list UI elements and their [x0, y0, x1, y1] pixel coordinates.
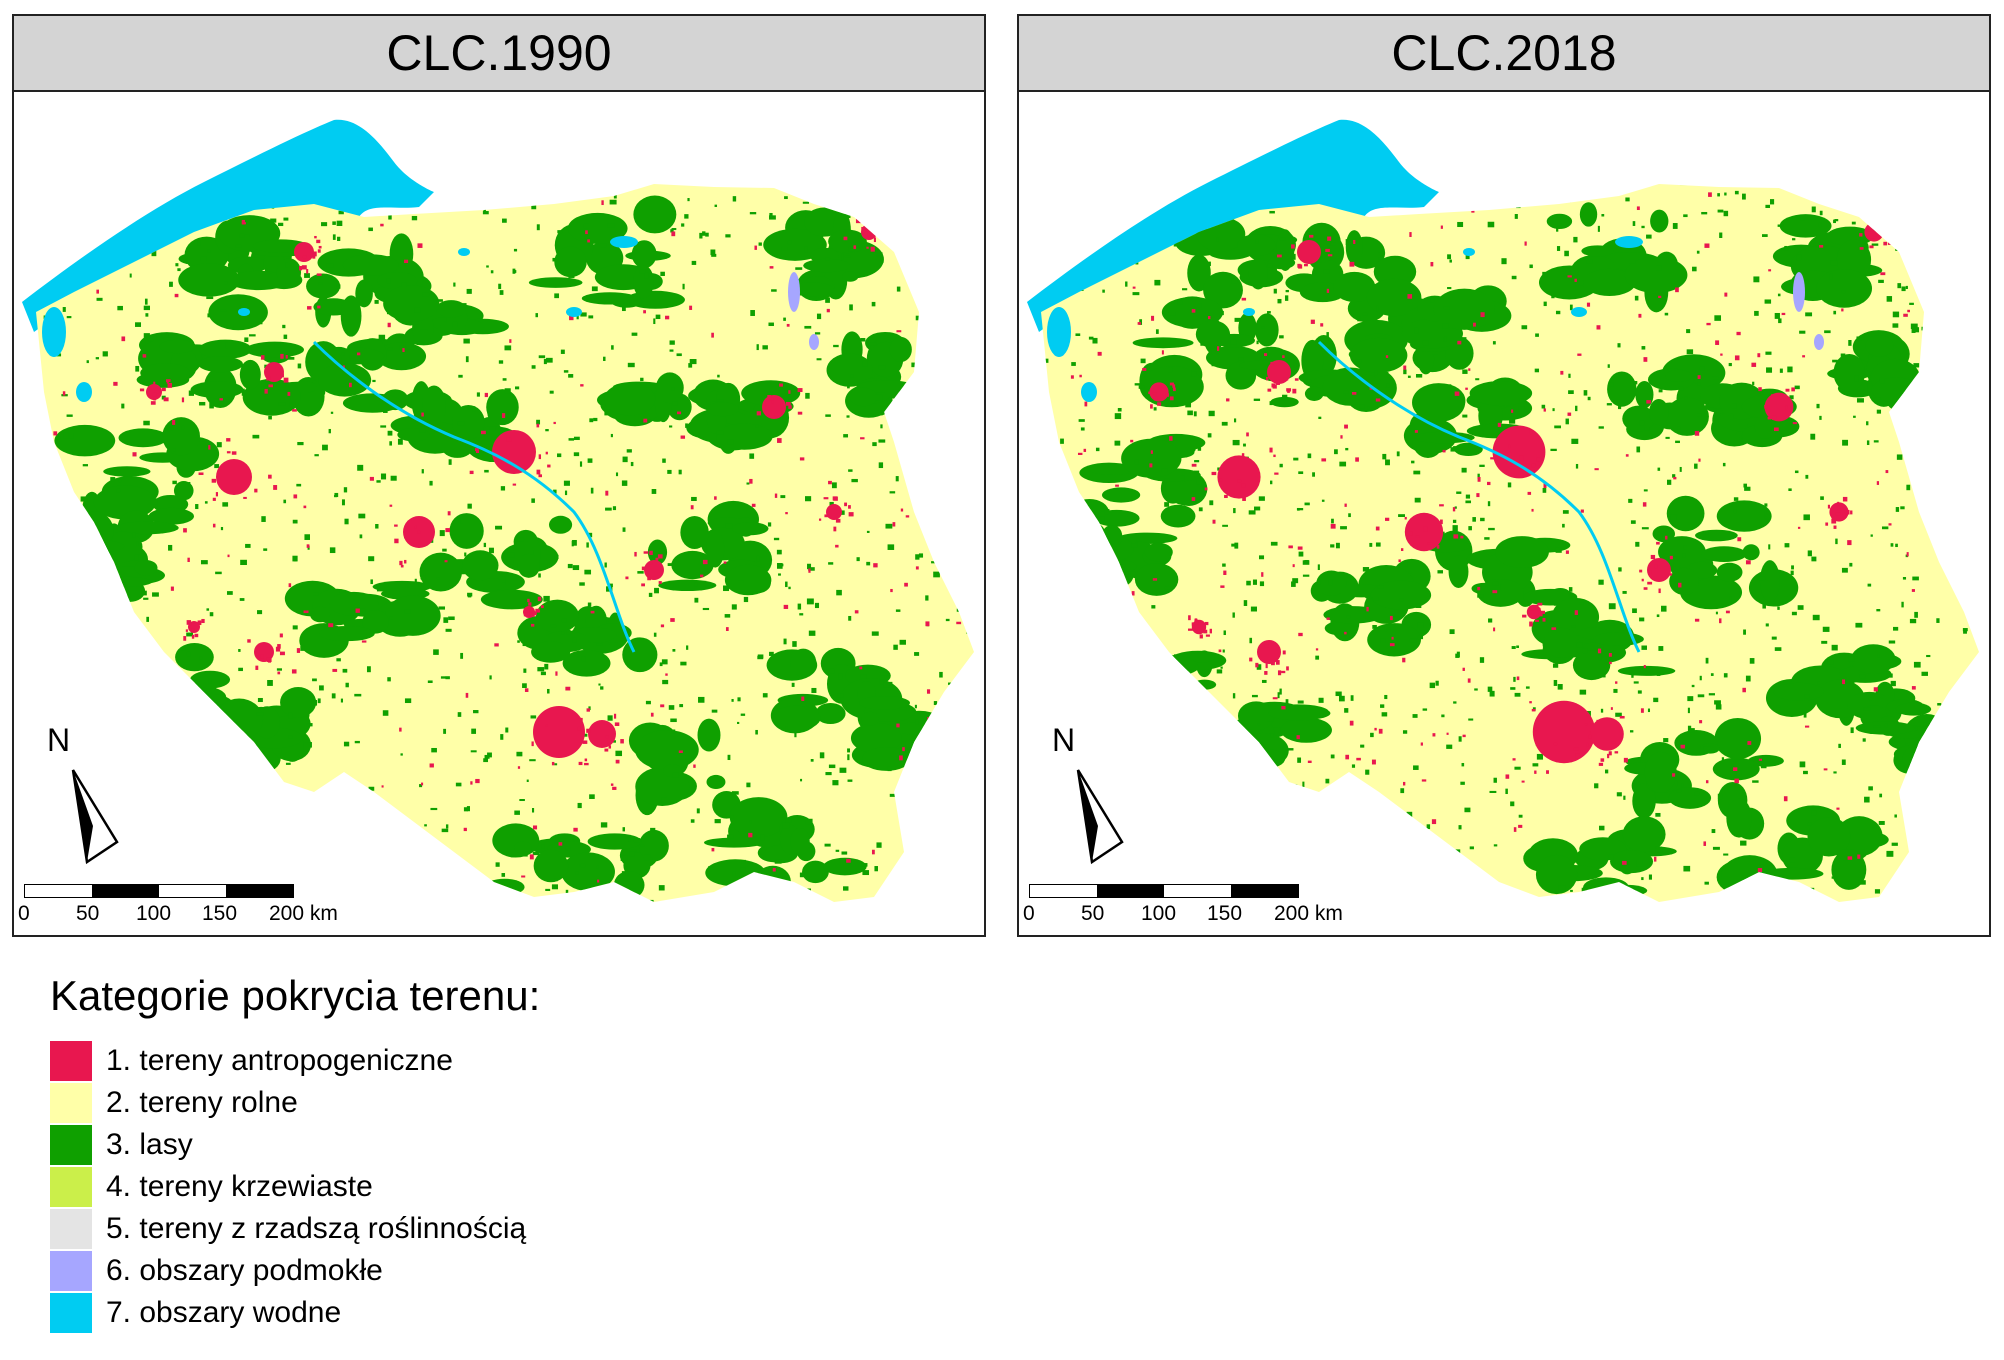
scale-tick-0: 0: [18, 902, 30, 925]
legend-title: Kategorie pokrycia terenu:: [50, 972, 541, 1019]
legend-label: 7. obszary wodne: [106, 1296, 342, 1329]
north-arrow: N: [47, 722, 137, 872]
legend-swatch: [50, 1125, 92, 1165]
scale-tick-150: 150: [202, 902, 238, 925]
legend-item-sparse-vegetation: 5. tereny z rzadszą roślinnością: [50, 1208, 540, 1250]
legend-swatch: [50, 1251, 92, 1291]
scale-tick-200: 200 km: [269, 902, 338, 925]
legend-swatch: [50, 1041, 92, 1081]
north-arrow: N: [1052, 722, 1142, 872]
panel-title: CLC.2018: [1019, 16, 1989, 92]
map-panel-2018: CLC.2018 N: [1017, 14, 1991, 937]
legend-label: 6. obszary podmokłe: [106, 1254, 383, 1287]
land-cover-map: [22, 119, 974, 902]
land-cover-map: [1027, 119, 1979, 902]
map-area: N 0 50 100 150 200 km: [1019, 92, 1989, 935]
legend-item-agricultural: 2. tereny rolne: [50, 1082, 540, 1124]
panel-title: CLC.1990: [14, 16, 984, 92]
legend-swatch: [50, 1167, 92, 1207]
legend-item-anthropogenic: 1. tereny antropogeniczne: [50, 1040, 540, 1082]
scale-tick-200: 200 km: [1274, 902, 1343, 925]
legend-label: 5. tereny z rzadszą roślinnością: [106, 1212, 527, 1245]
scale-bar: 0 50 100 150 200 km: [1023, 884, 1343, 934]
legend-swatch: [50, 1209, 92, 1249]
legend-label: 1. tereny antropogeniczne: [106, 1044, 453, 1077]
legend-item-forest: 3. lasy: [50, 1124, 540, 1166]
scale-bar: 0 50 100 150 200 km: [18, 884, 338, 934]
legend-swatch: [50, 1083, 92, 1123]
scale-tick-50: 50: [1081, 902, 1105, 925]
scale-tick-50: 50: [76, 902, 100, 925]
scale-tick-0: 0: [1023, 902, 1035, 925]
legend-swatch: [50, 1293, 92, 1333]
north-label: N: [1052, 722, 1076, 758]
legend-item-wetlands: 6. obszary podmokłe: [50, 1250, 540, 1292]
legend-label: 4. tereny krzewiaste: [106, 1170, 373, 1203]
scale-tick-100: 100: [136, 902, 172, 925]
legend-label: 3. lasy: [106, 1128, 193, 1161]
map-panel-1990: CLC.1990 N: [12, 14, 986, 937]
scale-tick-150: 150: [1207, 902, 1243, 925]
legend-label: 2. tereny rolne: [106, 1086, 298, 1119]
legend-item-water: 7. obszary wodne: [50, 1292, 540, 1334]
north-label: N: [47, 722, 71, 758]
legend: Kategorie pokrycia terenu: 1. tereny ant…: [50, 972, 540, 1334]
scale-tick-100: 100: [1141, 902, 1177, 925]
map-area: N 0 50 100 150 200 km: [14, 92, 984, 935]
legend-item-shrubland: 4. tereny krzewiaste: [50, 1166, 540, 1208]
